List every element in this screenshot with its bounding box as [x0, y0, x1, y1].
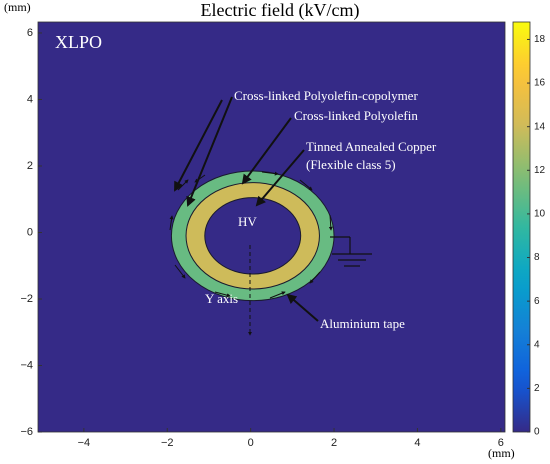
colorbar-tick-label: 0 [534, 427, 540, 438]
pointer [255, 149, 305, 207]
colorbar-tick-label: 12 [534, 165, 546, 176]
x-tick-label: 2 [331, 437, 337, 449]
colorbar-tick-label: 10 [534, 209, 546, 220]
annotation: Cross-linked Polyolefin-copolymer [234, 88, 418, 103]
x-tick-label: −4 [78, 437, 91, 449]
ground-symbol [330, 236, 372, 267]
annotation: Tinned Annealed Copper [306, 139, 437, 154]
x-tick-label: 0 [248, 437, 254, 449]
colorbar-tick-label: 4 [534, 339, 540, 350]
y-tick-label: 6 [27, 27, 33, 39]
y-tick-label: 2 [27, 160, 33, 172]
field-arrows [169, 171, 333, 299]
colorbar-tick-label: 14 [534, 121, 546, 132]
y-tick-label: −4 [20, 359, 33, 371]
pointer [174, 99, 223, 192]
y-tick-label: −6 [20, 426, 33, 438]
colorbar-tick-label: 8 [534, 252, 540, 263]
y-axis-unit: (mm) [4, 0, 31, 14]
colorbar [512, 21, 531, 433]
annotation: Cross-linked Polyolefin [294, 108, 418, 123]
plot-frame [37, 21, 506, 433]
pointer [286, 293, 319, 322]
annotation: Y axis [205, 291, 238, 306]
x-tick-label: 4 [414, 437, 420, 449]
colorbar-tick-label: 16 [534, 78, 546, 89]
colorbar-tick-label: 18 [534, 34, 546, 45]
pointer [241, 117, 292, 185]
colorbar-tick-label: 2 [534, 383, 540, 394]
y-tick-label: −2 [20, 293, 33, 305]
x-axis-unit: (mm) [488, 446, 515, 460]
material-label: XLPO [55, 32, 102, 52]
annotation: HV [238, 214, 257, 229]
plot-area [38, 22, 505, 432]
colorbar-tick-label: 6 [534, 296, 540, 307]
pointer [186, 96, 233, 207]
chart-title: Electric field (kV/cm) [201, 0, 360, 21]
cable-layer [204, 197, 302, 275]
y-tick-label: 4 [27, 93, 33, 105]
x-tick-label: 6 [498, 437, 504, 449]
overlay: XLPO Cross-linked Polyolefin-copolymer C… [55, 32, 437, 336]
y-tick-label: 0 [27, 226, 33, 238]
x-tick-label: −2 [161, 437, 174, 449]
annotation: (Flexible class 5) [306, 157, 396, 172]
annotation: Aluminium tape [320, 316, 405, 331]
